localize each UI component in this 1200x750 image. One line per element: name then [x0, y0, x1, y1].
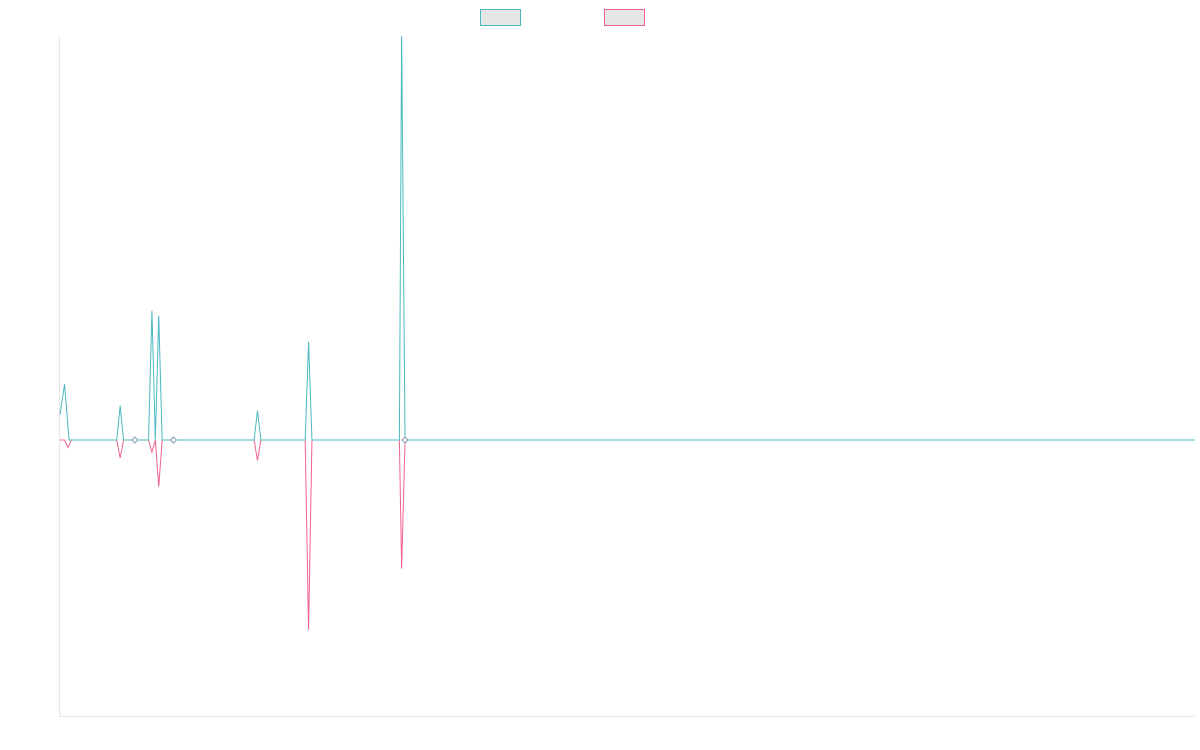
series-layer: [59, 35, 1195, 630]
legend-swatch-series-2: [604, 9, 645, 26]
marker-layer: [131, 436, 409, 444]
data-marker-1: [131, 436, 139, 444]
series-line-2: [60, 439, 1195, 630]
series-line-1: [59, 35, 1195, 441]
legend: [480, 9, 645, 26]
data-marker-2: [169, 436, 178, 444]
axes: [59, 36, 1195, 717]
data-marker-3: [401, 436, 409, 444]
legend-swatch-series-1: [480, 9, 521, 26]
